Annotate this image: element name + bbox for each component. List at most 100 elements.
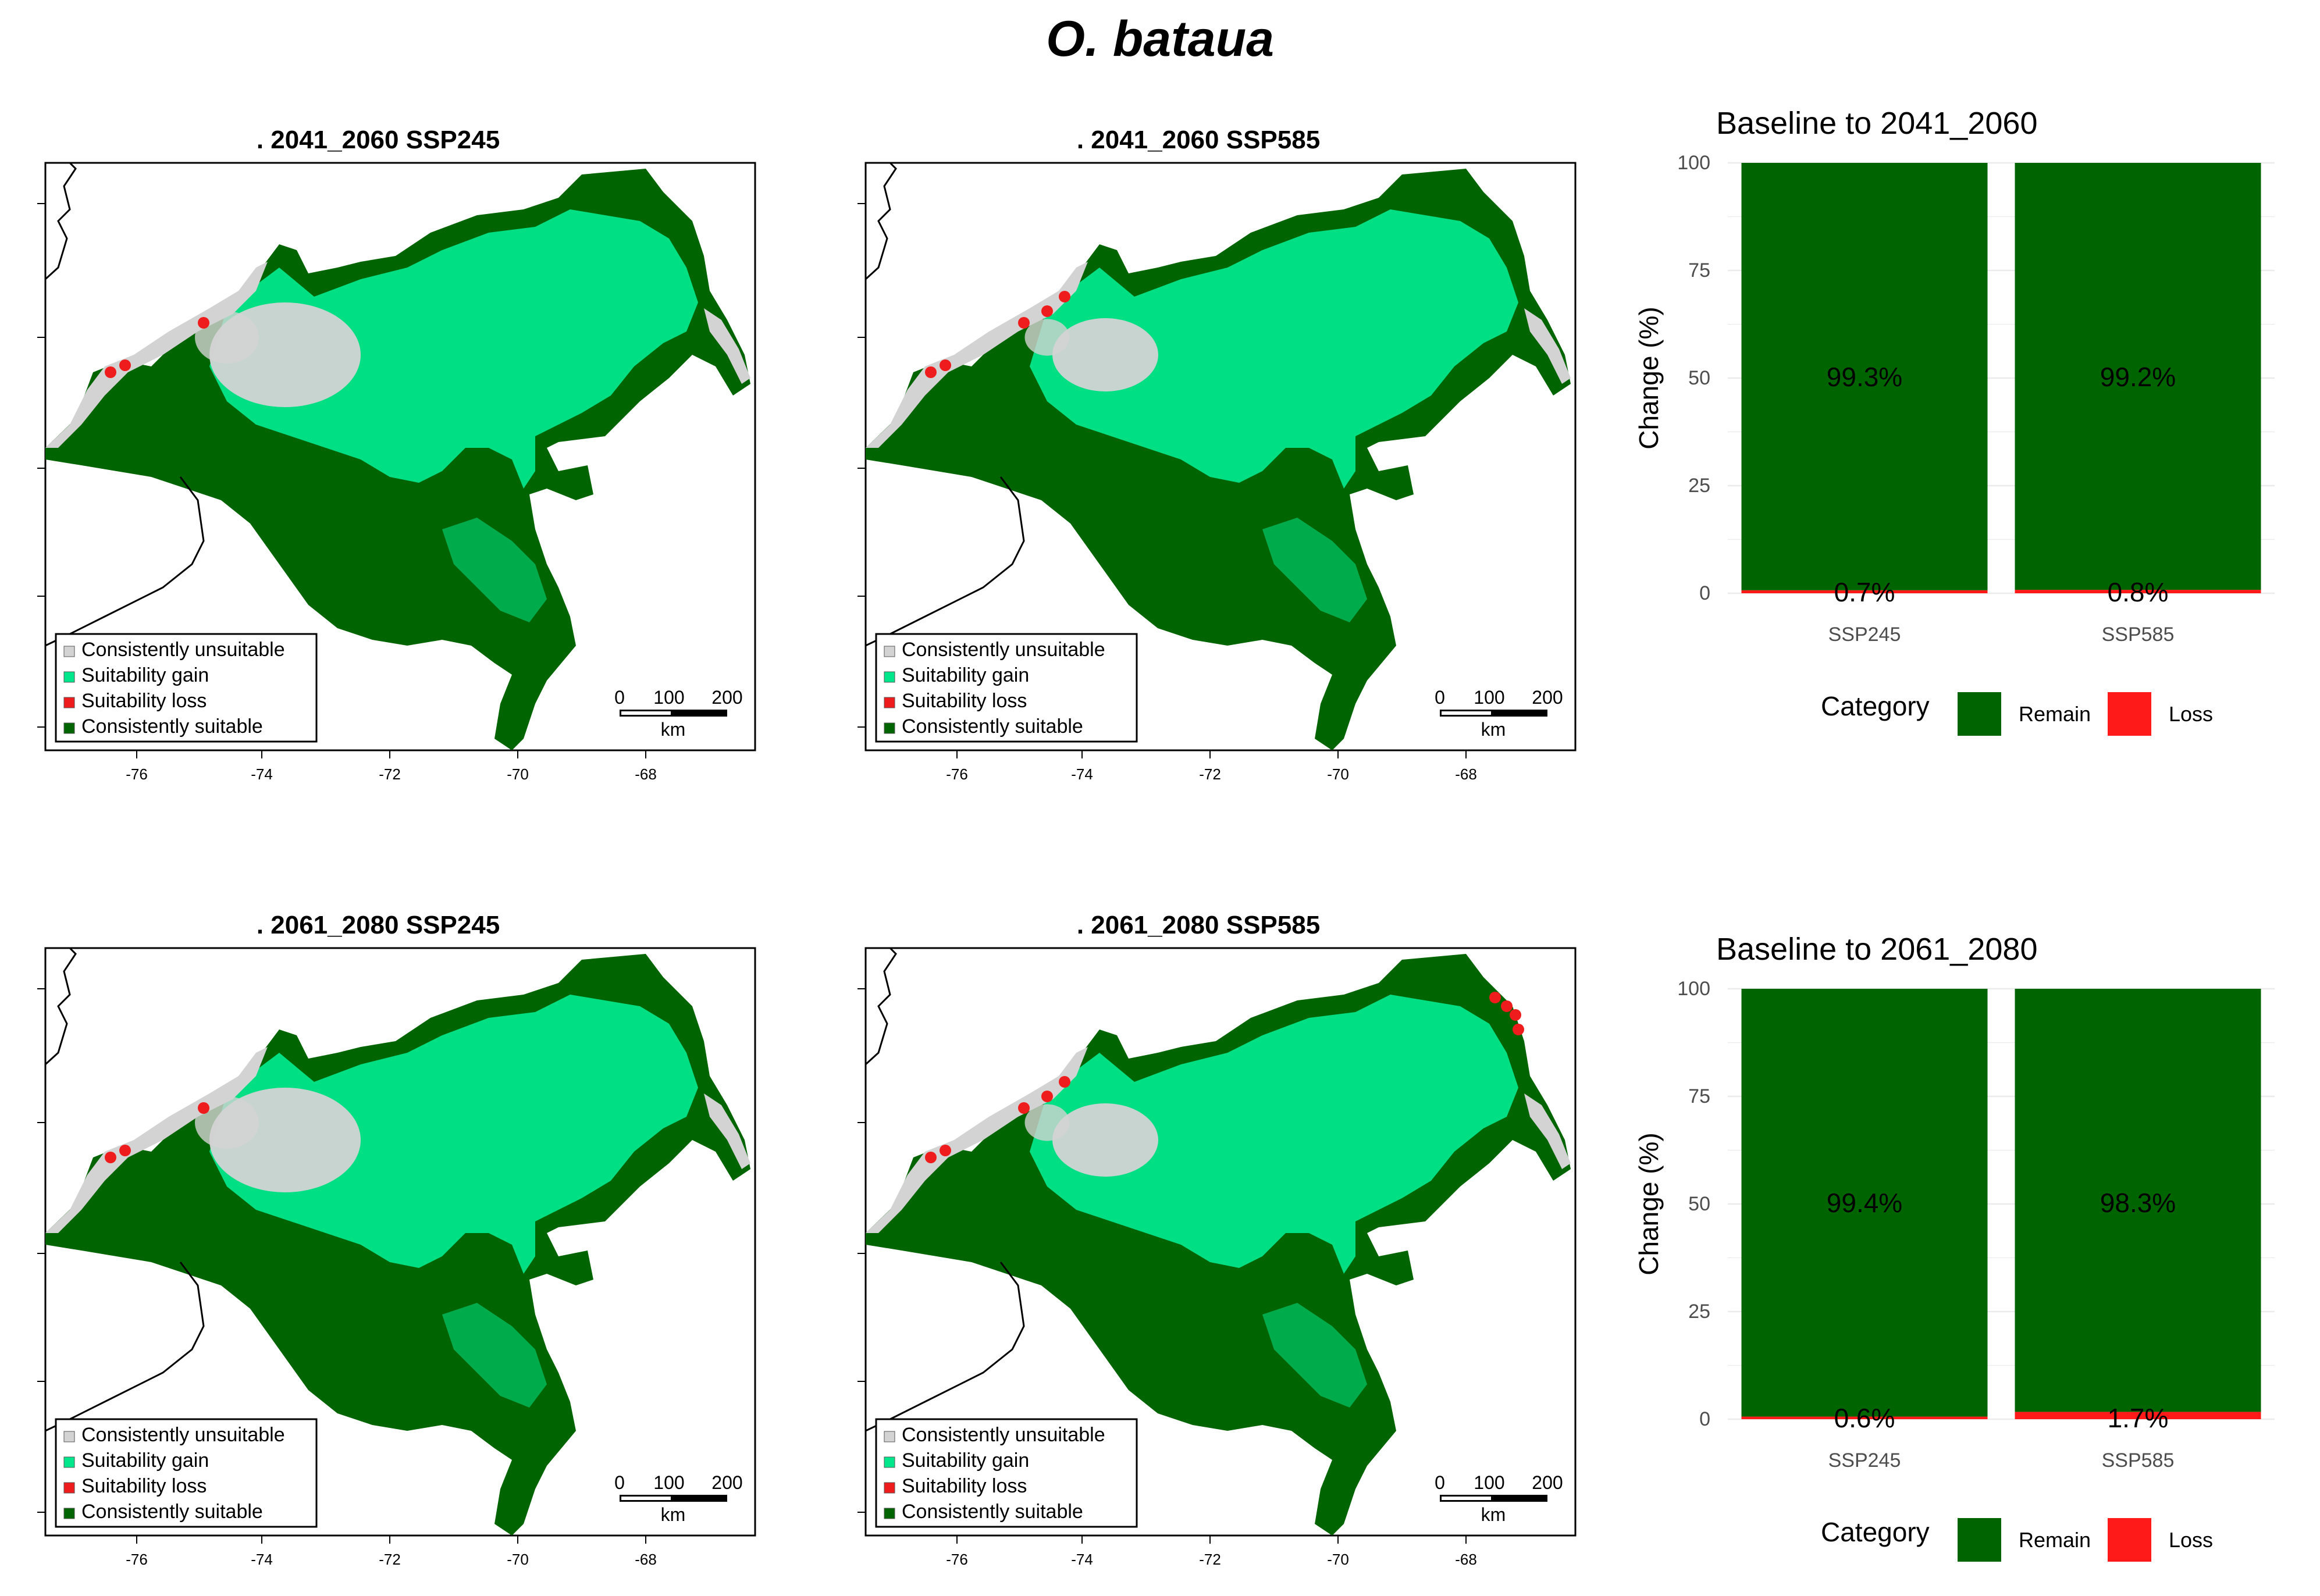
x-tick-label: -76 bbox=[946, 1551, 968, 1568]
legend-swatch bbox=[884, 646, 895, 657]
data-label-loss: 0.8% bbox=[2108, 577, 2169, 607]
x-tick-label: SSP245 bbox=[1828, 624, 1901, 646]
region-gain bbox=[1030, 209, 1518, 489]
scale-label: 0 bbox=[1435, 687, 1445, 708]
y-axis-label: Change (%) bbox=[1634, 307, 1664, 449]
loss-spot bbox=[1059, 291, 1070, 302]
x-tick-label: -76 bbox=[946, 765, 968, 783]
loss-spot bbox=[1018, 1102, 1030, 1114]
loss-spot bbox=[1489, 992, 1501, 1003]
loss-spot bbox=[1510, 1009, 1521, 1021]
loss-spot bbox=[925, 366, 937, 378]
bar-loss bbox=[2015, 1412, 2261, 1419]
region-unsuitable-ne bbox=[704, 308, 750, 384]
data-label-remain: 99.3% bbox=[1827, 362, 1902, 392]
coastline-nw bbox=[44, 947, 77, 1066]
study-region bbox=[866, 954, 1571, 1536]
chart-title: Baseline to 2061_2080 bbox=[1716, 932, 2037, 967]
loss-spot bbox=[105, 366, 116, 378]
region-unsuitable-patch bbox=[1024, 319, 1070, 356]
loss-spot bbox=[940, 1145, 951, 1156]
y-tick-label: -2 bbox=[855, 1374, 856, 1388]
study-region bbox=[45, 169, 750, 750]
map-title: . 2061_2080 SSP245 bbox=[257, 911, 500, 939]
scale-label: 200 bbox=[1532, 687, 1563, 708]
bar-loss bbox=[1741, 590, 1988, 593]
legend-label: Consistently suitable bbox=[902, 1501, 1083, 1523]
legend-swatch bbox=[63, 646, 75, 657]
region-unsuitable-core bbox=[1052, 1103, 1158, 1177]
x-tick-label: -72 bbox=[1199, 1551, 1221, 1568]
x-tick-label: -72 bbox=[379, 1551, 401, 1568]
y-tick-label: 75 bbox=[1688, 1085, 1710, 1107]
legend-key-remain bbox=[1958, 692, 2001, 736]
bar-loss bbox=[2015, 590, 2261, 593]
loss-spot bbox=[1501, 1000, 1513, 1012]
legend-label: Suitability loss bbox=[902, 690, 1027, 712]
y-tick-label: 4 bbox=[855, 985, 856, 993]
data-label-remain: 99.4% bbox=[1827, 1188, 1902, 1218]
legend-swatch bbox=[63, 722, 75, 734]
y-tick-label: 4 bbox=[855, 200, 856, 208]
coastline-nw bbox=[864, 947, 897, 1066]
scale-unit: km bbox=[661, 1504, 686, 1525]
x-tick-label: -70 bbox=[1327, 1551, 1349, 1568]
x-tick-label: -74 bbox=[251, 765, 273, 783]
loss-spot bbox=[198, 1102, 209, 1114]
x-tick-label: -68 bbox=[635, 1551, 657, 1568]
y-tick-label: 2 bbox=[35, 333, 36, 341]
region-unsuitable-fringe bbox=[866, 1047, 1088, 1233]
legend-swatch bbox=[63, 1431, 75, 1442]
legend-key-loss bbox=[2108, 692, 2151, 736]
x-tick-label: -72 bbox=[1199, 765, 1221, 783]
region-unsuitable-fringe bbox=[45, 1047, 268, 1233]
loss-spot bbox=[1041, 305, 1053, 317]
legend-label: Consistently unsuitable bbox=[902, 639, 1105, 661]
y-axis-label: Change (%) bbox=[1634, 1132, 1664, 1275]
data-label-loss: 1.7% bbox=[2108, 1403, 2169, 1433]
x-tick-label: -72 bbox=[379, 765, 401, 783]
region-gain bbox=[209, 995, 698, 1274]
y-tick-label: -2 bbox=[855, 589, 856, 603]
scale-bar: 0 100 200 km bbox=[614, 1472, 743, 1525]
map-panel-2: . 2041_2060 SSP585 -76 -74 -72 -70 -68 4 2 0 -2 -4… bbox=[855, 126, 1577, 783]
legend-label: Suitability loss bbox=[81, 1475, 207, 1497]
loss-spot bbox=[119, 359, 131, 371]
region-gain-south bbox=[1262, 1303, 1367, 1408]
y-tick-label: -4 bbox=[35, 1505, 36, 1519]
legend-swatch bbox=[63, 1482, 75, 1494]
region-unsuitable-ne bbox=[1524, 1093, 1571, 1169]
bar-chart-2061-2080: Baseline to 2061_2080 0 25 50 75 100 Change (%… bbox=[1634, 932, 2275, 1562]
region-gain bbox=[209, 209, 698, 489]
y-tick-label: 2 bbox=[35, 1118, 36, 1127]
x-tick-label: -70 bbox=[507, 1551, 529, 1568]
legend-swatch bbox=[63, 1508, 75, 1519]
legend-label: Consistently unsuitable bbox=[81, 1424, 285, 1446]
y-tick-label: 50 bbox=[1688, 1193, 1710, 1215]
y-tick-label: 0 bbox=[855, 1249, 856, 1257]
coastline-nw bbox=[864, 162, 897, 280]
legend-swatch bbox=[884, 1431, 895, 1442]
scale-unit: km bbox=[661, 719, 686, 740]
loss-spot bbox=[940, 359, 951, 371]
y-tick-label: 100 bbox=[1677, 152, 1710, 174]
map-legend: Consistently unsuitable Suitability gain S… bbox=[875, 1418, 1138, 1528]
y-tick-label: 0 bbox=[35, 464, 36, 472]
scale-label: 100 bbox=[1474, 687, 1504, 708]
coastline-sw bbox=[865, 1262, 1025, 1432]
scale-bar: 0 100 200 km bbox=[1435, 1472, 1563, 1525]
y-tick-label: 0 bbox=[1699, 582, 1710, 604]
region-gain bbox=[1030, 995, 1518, 1274]
coastline-sw bbox=[865, 476, 1025, 647]
legend-label: Suitability gain bbox=[81, 664, 209, 686]
scale-bar: 0 100 200 km bbox=[614, 687, 743, 740]
legend-label: Consistently suitable bbox=[902, 715, 1083, 738]
y-tick-label: 50 bbox=[1688, 367, 1710, 389]
x-tick-label: -76 bbox=[126, 1551, 148, 1568]
coastline-sw bbox=[45, 476, 205, 647]
scale-label: 200 bbox=[711, 687, 742, 708]
map-panel-1: . 2041_2060 SSP245 -76 -74 -72 -70 -68 4 2 0 -2 -4… bbox=[35, 126, 756, 783]
scale-unit: km bbox=[1481, 719, 1506, 740]
data-label-remain: 98.3% bbox=[2100, 1188, 2176, 1218]
y-tick-label: 25 bbox=[1688, 1301, 1710, 1323]
